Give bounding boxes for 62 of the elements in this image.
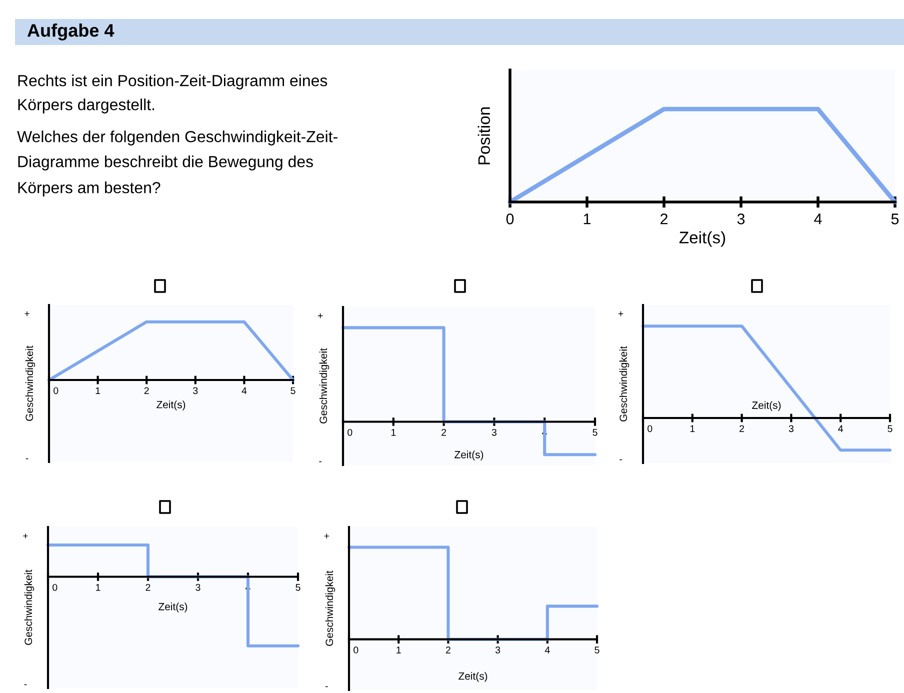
text: - [26,458,28,460]
x-tick-label: 3 [492,428,496,436]
text: + [24,311,30,316]
y-axis-title: Geschwindigkeit [325,570,336,646]
x-tick-label: 5 [888,425,892,432]
x-tick-label: 1 [584,214,591,224]
x-tick-label: 1 [690,425,695,432]
text: Welches der folgenden Geschwindigkeit-Zeit- [17,130,338,146]
x-tick-label: 3 [737,214,745,224]
x-tick-label: 3 [196,584,200,591]
text: + [324,534,330,538]
x-tick-label: 2 [146,584,150,591]
x-axis-title: Zeit(s) [458,672,488,682]
x-tick-label: 0 [506,214,514,224]
x-tick-label: 2 [660,214,668,224]
text: Körpers am besten? [18,182,160,196]
text: Diagramme beschreibt die Bewegung des [18,156,313,170]
x-tick-label: 0 [54,387,58,394]
y-axis-title: Geschwindigkeit [25,346,36,421]
x-tick-label: 0 [348,428,352,436]
x-tick-label: 4 [544,646,550,654]
x-tick-label: 2 [144,387,149,394]
text: + [618,311,624,316]
y-axis-title: Geschwindigkeit [319,348,330,424]
x-tick-label: 3 [495,646,500,654]
x-axis-title: Zeit(s) [156,400,186,410]
x-tick-label: 5 [594,646,600,654]
x-tick-label: 2 [442,428,446,436]
text: Aufgabe 4 [27,24,114,40]
x-tick-label: 3 [193,387,198,394]
x-axis-title: Zeit(s) [679,231,726,247]
text: - [319,461,322,462]
text: + [23,534,28,538]
y-axis-title: Position [478,107,490,164]
text: Rechts ist ein Position-Zeit-Diagramm eines [18,74,328,90]
x-tick-label: 1 [396,646,401,654]
y-axis-title: Geschwindigkeit [24,570,34,645]
x-axis-title: Zeit(s) [158,602,188,612]
x-axis-title: Zeit(s) [752,401,781,411]
text: Körpers dargestellt. [18,98,154,114]
x-tick-label: 3 [788,425,794,432]
x-tick-label: 5 [891,214,899,224]
x-tick-label: 5 [296,584,300,591]
text: - [620,459,622,460]
x-axis-title: Zeit(s) [454,450,484,460]
x-tick-label: 1 [391,429,396,436]
x-tick-label: 0 [648,425,652,432]
text: - [325,686,328,688]
x-tick-label: 0 [52,584,58,591]
x-tick-label: 4 [814,214,822,224]
y-axis-title: Geschwindigkeit [619,346,630,422]
x-tick-label: 4 [242,387,247,394]
x-tick-label: 2 [446,646,450,654]
text: + [318,313,323,318]
x-tick-label: 0 [354,646,358,654]
x-tick-label: 2 [740,425,744,432]
x-tick-label: 5 [290,387,296,394]
text: - [24,684,27,686]
x-tick-label: 4 [838,425,844,432]
x-tick-label: 1 [96,387,100,394]
x-tick-label: 5 [592,429,598,436]
x-tick-label: 1 [96,584,100,591]
